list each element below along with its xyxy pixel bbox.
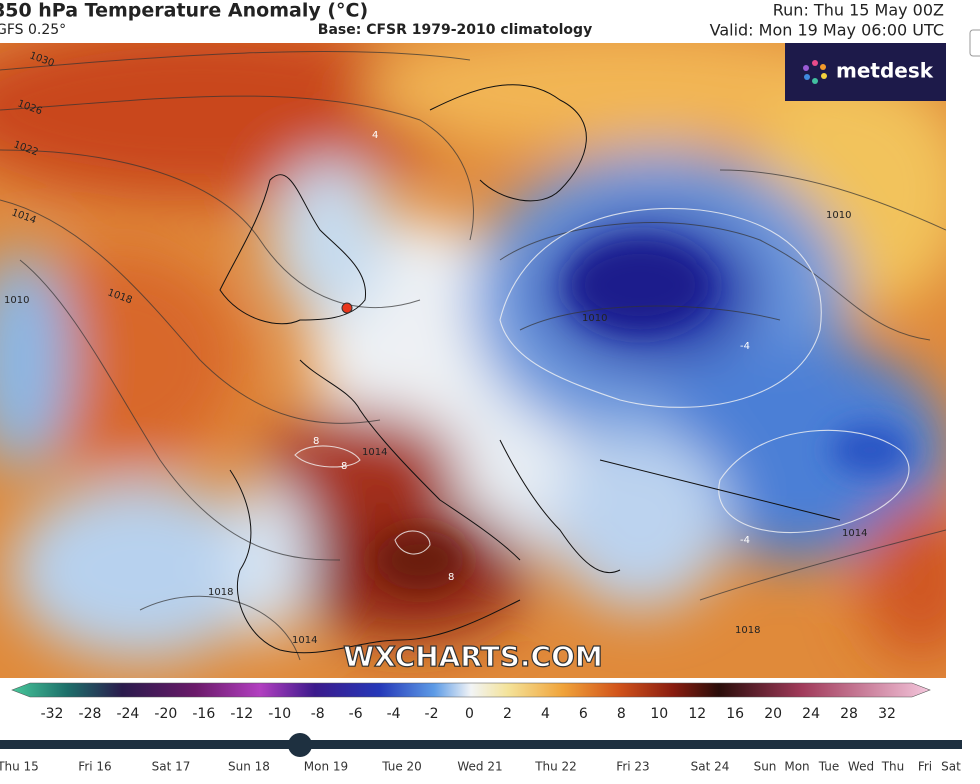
colorbar-tick-label: -2 xyxy=(425,706,439,722)
timeline-label[interactable]: Thu 22 xyxy=(534,760,577,774)
title: 850 hPa Temperature Anomaly (°C) xyxy=(0,0,368,22)
colorbar-tick-label: 12 xyxy=(688,706,706,722)
colorbar-tick-label: -20 xyxy=(154,706,177,722)
timeline-labels: Thu 15 Fri 16 Sat 17 Sun 18 Mon 19 Tue 20 Wed … xyxy=(0,760,961,774)
colorbar-tick-label: 6 xyxy=(579,706,588,722)
colorbar-tick-label: 28 xyxy=(840,706,858,722)
logo-box xyxy=(785,43,946,101)
contour-label: 1014 xyxy=(842,528,867,539)
colorbar-tick-label: 10 xyxy=(650,706,668,722)
colorbar-tick-label: -4 xyxy=(387,706,401,722)
contour-label: 8 xyxy=(313,436,319,447)
colorbar-tick-label: -6 xyxy=(349,706,363,722)
side-control[interactable] xyxy=(969,29,980,57)
location-marker xyxy=(341,302,353,314)
contour-label: 1010 xyxy=(582,313,607,324)
colorbar xyxy=(11,682,931,698)
timeline-label[interactable]: Mon xyxy=(784,760,809,774)
colorbar-tick-label: -32 xyxy=(41,706,64,722)
contour-label: 8 xyxy=(448,572,454,583)
colorbar-tick-label: 0 xyxy=(465,706,474,722)
anomaly-detail xyxy=(375,240,910,590)
colorbar-tick-label: -10 xyxy=(268,706,291,722)
colorbar-tick-label: -16 xyxy=(192,706,215,722)
timeline-label[interactable]: Tue 20 xyxy=(381,760,422,774)
colorbar-tick-label: 8 xyxy=(617,706,626,722)
timeline-label[interactable]: Fri 16 xyxy=(78,760,111,774)
timeline-label[interactable]: Sat xyxy=(941,760,961,774)
base: Base: CFSR 1979-2010 climatology xyxy=(318,22,592,38)
colorbar-tick-label: -12 xyxy=(230,706,253,722)
timeline-label[interactable]: Tue xyxy=(818,760,840,774)
timeline-label[interactable]: Thu 15 xyxy=(0,760,39,774)
timeline-label[interactable]: Sat 17 xyxy=(152,760,191,774)
anomaly-contours xyxy=(294,207,910,555)
run: Run: Thu 15 May 00Z xyxy=(773,1,944,20)
timeline-label[interactable]: Wed xyxy=(848,760,874,774)
colorbar-tick-label: -28 xyxy=(79,706,102,722)
colorbar-tick-label: 16 xyxy=(726,706,744,722)
timeline-label[interactable]: Sun 18 xyxy=(228,760,270,774)
contour-label: 1010 xyxy=(4,295,29,306)
contour-label: 8 xyxy=(341,461,347,472)
timeline-label[interactable]: Thu xyxy=(881,760,905,774)
colorbar-tick-label: 20 xyxy=(764,706,782,722)
timeline-label[interactable]: Fri 23 xyxy=(616,760,649,774)
contour-label: 1018 xyxy=(208,587,233,598)
timeline-label[interactable]: Mon 19 xyxy=(304,760,348,774)
timeline-label[interactable]: Fri xyxy=(918,760,932,774)
colorbar-tick-label: -8 xyxy=(311,706,325,722)
coastlines xyxy=(219,84,841,654)
timeline-label[interactable]: Sat 24 xyxy=(691,760,730,774)
timeline-track[interactable] xyxy=(0,740,962,749)
timeline-label[interactable]: Wed 21 xyxy=(457,760,502,774)
colorbar-tick-label: -24 xyxy=(116,706,139,722)
colorbar-tick-label: 24 xyxy=(802,706,820,722)
colorbar-tick-label: 2 xyxy=(503,706,512,722)
anomaly-field xyxy=(0,43,946,660)
model: GFS 0.25° xyxy=(0,22,66,38)
watermark: WXCHARTS.COM xyxy=(343,640,603,673)
logo-icon xyxy=(803,60,827,84)
contour-label: 1018 xyxy=(735,625,760,636)
timeline-handle[interactable] xyxy=(288,733,312,757)
contour-label: -4 xyxy=(740,341,750,352)
contour-label: 4 xyxy=(372,130,378,141)
contour-label: 1010 xyxy=(826,210,851,221)
colorbar-ticks: -32 -28 -24 -20 -16 -12 -10 -8 -6 -4 -2 0 2 4 6 8 10 12 16… xyxy=(41,706,896,722)
contour-label: -4 xyxy=(740,535,750,546)
colorbar-tick-label: 4 xyxy=(541,706,550,722)
colorbar-tick-label: 32 xyxy=(878,706,896,722)
map: 1030102610221014101810101010101010141018… xyxy=(0,43,946,678)
contour-label: 1014 xyxy=(292,635,317,646)
contour-label: 1014 xyxy=(362,447,387,458)
valid: Valid: Mon 19 May 06:00 UTC xyxy=(710,21,944,40)
timeline-label[interactable]: Sun xyxy=(754,760,777,774)
logo: metdesk xyxy=(836,59,934,83)
